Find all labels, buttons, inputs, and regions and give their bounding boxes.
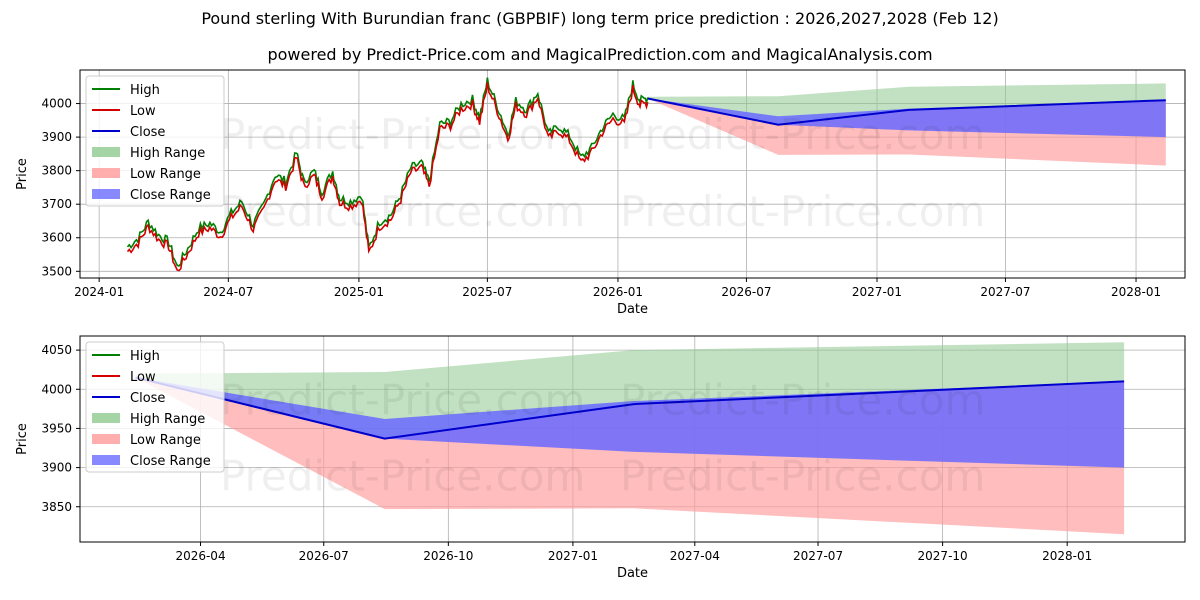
- plot-area: [135, 342, 1125, 535]
- x-tick-label: 2028-01: [1111, 285, 1161, 299]
- watermark-text: Predict-Price.com: [620, 110, 985, 159]
- high-series-line: [126, 77, 649, 267]
- x-tick-label: 2024-07: [203, 285, 253, 299]
- legend-label: Close: [130, 391, 165, 406]
- x-tick-label: 2025-01: [334, 285, 384, 299]
- watermark-text: Predict-Price.com: [620, 452, 985, 501]
- x-tick-label: 2026-04: [175, 549, 225, 563]
- legend-swatch-patch: [92, 413, 120, 423]
- axes-frame: [79, 69, 1186, 279]
- x-axis-label: Date: [617, 566, 648, 581]
- legend-label: High: [130, 349, 160, 364]
- y-tick-label: 4000: [41, 97, 72, 111]
- watermark-text: Predict-Price.com: [220, 375, 585, 424]
- y-tick-label: 3850: [41, 500, 72, 514]
- y-tick-label: 3950: [41, 421, 72, 435]
- legend-label: High Range: [130, 146, 205, 161]
- x-tick-label: 2028-01: [1042, 549, 1092, 563]
- x-tick-label: 2026-07: [721, 285, 771, 299]
- legend-label: Close: [130, 125, 165, 140]
- legend-swatch-patch: [92, 455, 120, 465]
- watermark-text: Predict-Price.com: [620, 187, 985, 236]
- x-axis-label: Date: [617, 302, 648, 317]
- watermark-text: Predict-Price.com: [220, 187, 585, 236]
- chart-panel-forecast-zoom: Predict-Price.com Predict-Price.com Predic…: [15, 335, 1186, 581]
- y-tick-label: 4000: [41, 382, 72, 396]
- x-tick-label: 2024-01: [74, 285, 124, 299]
- legend-swatch-patch: [92, 189, 120, 199]
- legend-label: High Range: [130, 412, 205, 427]
- legend: High Low Close High Range Low Range Close Ran…: [85, 75, 225, 207]
- x-tick-label: 2027-07: [980, 285, 1030, 299]
- x-tick-label: 2027-04: [670, 549, 720, 563]
- x-tick-label: 2026-01: [593, 285, 643, 299]
- legend-label: Close Range: [130, 188, 211, 203]
- x-tick-label: 2027-01: [548, 549, 598, 563]
- legend-box: [85, 75, 225, 207]
- chart-subtitle: powered by Predict-Price.com and Magical…: [267, 45, 933, 64]
- x-tick-label: 2027-10: [918, 549, 968, 563]
- y-tick-label: 3800: [41, 164, 72, 178]
- legend: High Low Close High Range Low Range Close Ran…: [85, 341, 225, 473]
- x-tick-label: 2027-07: [793, 549, 843, 563]
- high-range-area: [647, 83, 1166, 125]
- close-forecast-line: [135, 376, 1125, 440]
- legend-swatch-patch: [92, 434, 120, 444]
- plot-area: [126, 77, 1166, 272]
- watermark-text: Predict-Price.com: [220, 452, 585, 501]
- chart-panel-long-term: Predict-Price.com Predict-Price.com Predic…: [15, 69, 1186, 317]
- watermark-text: Predict-Price.com: [620, 375, 985, 424]
- high-range-area: [135, 342, 1125, 439]
- watermark-text: Predict-Price.com: [220, 110, 585, 159]
- close-range-area: [135, 377, 1125, 468]
- x-tick-label: 2025-07: [462, 285, 512, 299]
- legend-swatch-patch: [92, 147, 120, 157]
- legend-swatch-patch: [92, 168, 120, 178]
- y-tick-label: 3700: [41, 197, 72, 211]
- close-forecast-line: [647, 97, 1166, 126]
- y-axis-label: Price: [15, 423, 30, 455]
- legend-label: Low: [130, 370, 156, 385]
- y-tick-label: 3500: [41, 264, 72, 278]
- y-tick-label: 3900: [41, 461, 72, 475]
- legend-label: High: [130, 83, 160, 98]
- y-tick-label: 3900: [41, 130, 72, 144]
- legend-box: [85, 341, 225, 473]
- y-axis-label: Price: [15, 158, 30, 190]
- low-series-line: [126, 82, 649, 272]
- axes-frame: [79, 335, 1186, 543]
- x-tick-label: 2026-07: [299, 549, 349, 563]
- x-tick-label: 2026-10: [423, 549, 473, 563]
- y-tick-label: 3600: [41, 231, 72, 245]
- chart-title: Pound sterling With Burundian franc (GBP…: [201, 9, 999, 28]
- x-tick-label: 2027-01: [852, 285, 902, 299]
- legend-label: Low: [130, 104, 156, 119]
- y-tick-label: 4050: [41, 343, 72, 357]
- legend-label: Low Range: [130, 167, 201, 182]
- legend-label: Low Range: [130, 433, 201, 448]
- close-range-area: [647, 98, 1166, 138]
- legend-label: Close Range: [130, 454, 211, 469]
